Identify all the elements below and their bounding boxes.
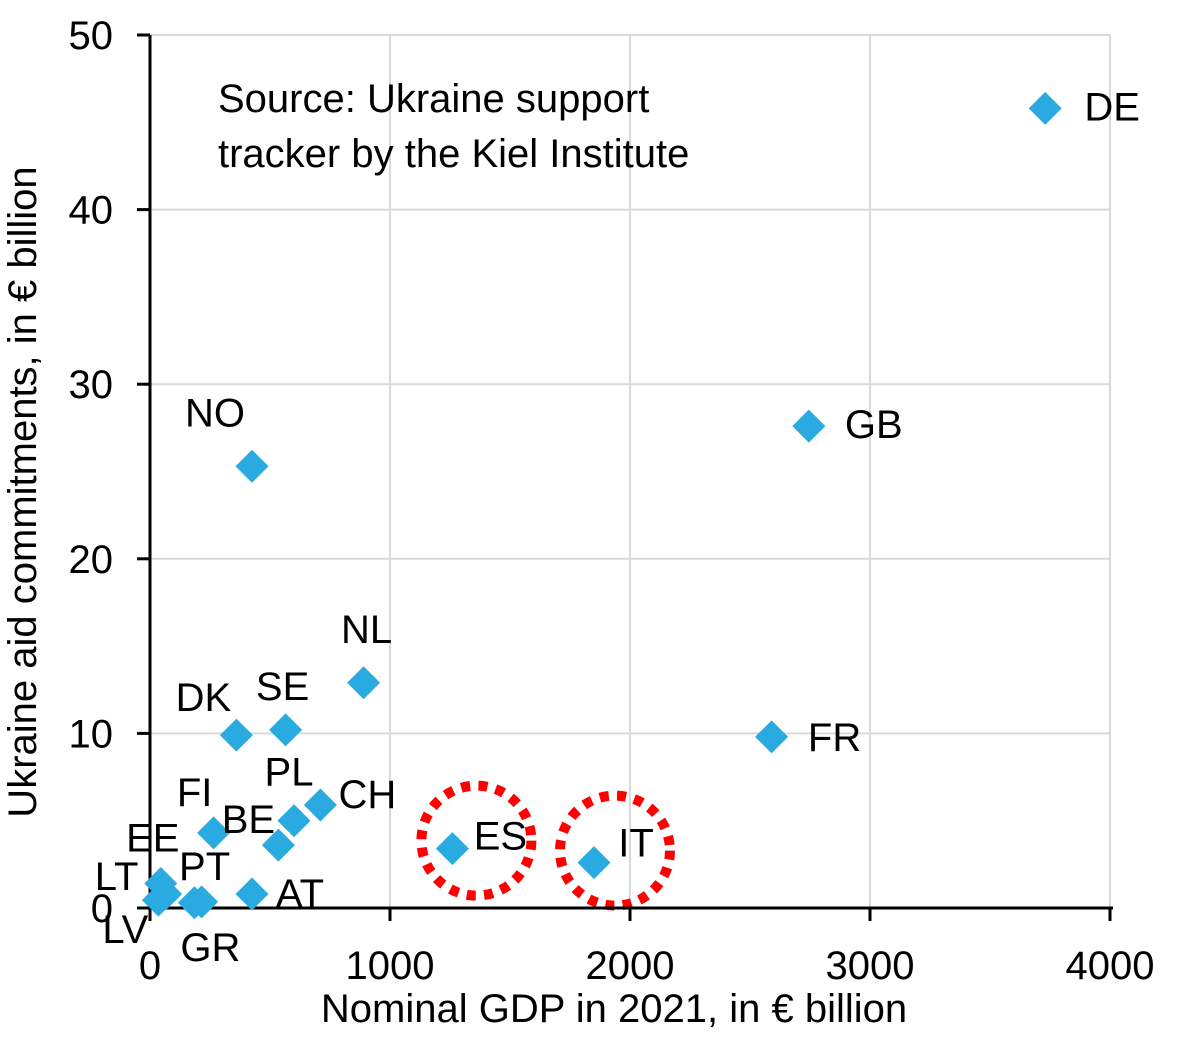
data-point-NO (235, 449, 269, 483)
data-point-CH (303, 788, 337, 822)
gridlines (150, 34, 1111, 908)
data-point-FI (197, 816, 231, 850)
point-label-ES: ES (474, 815, 527, 859)
y-tick-label: 0 (91, 887, 113, 931)
data-point-LV (141, 883, 175, 917)
x-tick-label: 0 (139, 944, 161, 988)
axes (137, 33, 1113, 921)
data-points (141, 91, 1062, 920)
x-tick-label: 3000 (826, 944, 915, 988)
highlight-circle-IT (555, 790, 675, 911)
point-label-FR: FR (808, 716, 861, 760)
source-note-line2: tracker by the Kiel Institute (218, 132, 689, 176)
point-label-NL: NL (341, 608, 392, 652)
point-label-PT: PT (179, 845, 230, 889)
data-point-GB (792, 409, 826, 443)
highlight-circle-ES (416, 780, 537, 901)
y-tick-label: 20 (69, 538, 114, 582)
point-label-LT: LT (95, 855, 139, 899)
point-label-FI: FI (177, 771, 213, 815)
data-point-FR (755, 720, 789, 754)
point-label-BE: BE (222, 798, 275, 842)
data-point-ES (435, 832, 469, 866)
y-tick-label: 40 (69, 189, 114, 233)
x-tick-label: 2000 (586, 944, 675, 988)
data-point-GR (177, 886, 211, 920)
data-point-BE (261, 828, 295, 862)
x-tick-label: 1000 (346, 944, 435, 988)
data-point-SE (269, 713, 303, 747)
point-label-IT: IT (618, 822, 654, 866)
data-point-IT (577, 846, 611, 880)
y-tick-label: 10 (69, 712, 114, 756)
point-label-DK: DK (176, 676, 232, 720)
point-label-DE: DE (1084, 85, 1140, 129)
data-point-DK (219, 718, 253, 752)
point-label-GB: GB (845, 403, 903, 447)
data-point-DE (1028, 91, 1062, 125)
y-tick-label: 30 (69, 363, 114, 407)
point-label-CH: CH (339, 773, 397, 817)
point-label-PL: PL (265, 751, 314, 795)
point-label-SE: SE (256, 665, 309, 709)
data-point-AT (235, 877, 269, 911)
point-label-AT: AT (276, 872, 324, 916)
tick-labels: 0 1000 2000 3000 4000 0 10 20 30 40 50 (69, 14, 1155, 988)
point-label-EE: EE (126, 817, 179, 861)
point-label-GR: GR (180, 926, 240, 970)
x-axis-title: Nominal GDP in 2021, in € billion (321, 987, 907, 1031)
x-tick-label: 4000 (1066, 944, 1155, 988)
highlight-circles (416, 780, 675, 911)
y-axis-title: Ukraine aid commitments, in € billion (1, 166, 45, 817)
y-tick-label: 50 (69, 14, 114, 58)
point-label-NO: NO (185, 391, 245, 435)
data-point-PL (277, 804, 311, 838)
source-note-line1: Source: Ukraine support (218, 77, 649, 121)
data-point-NL (347, 666, 381, 700)
point-label-LV: LV (102, 908, 148, 952)
